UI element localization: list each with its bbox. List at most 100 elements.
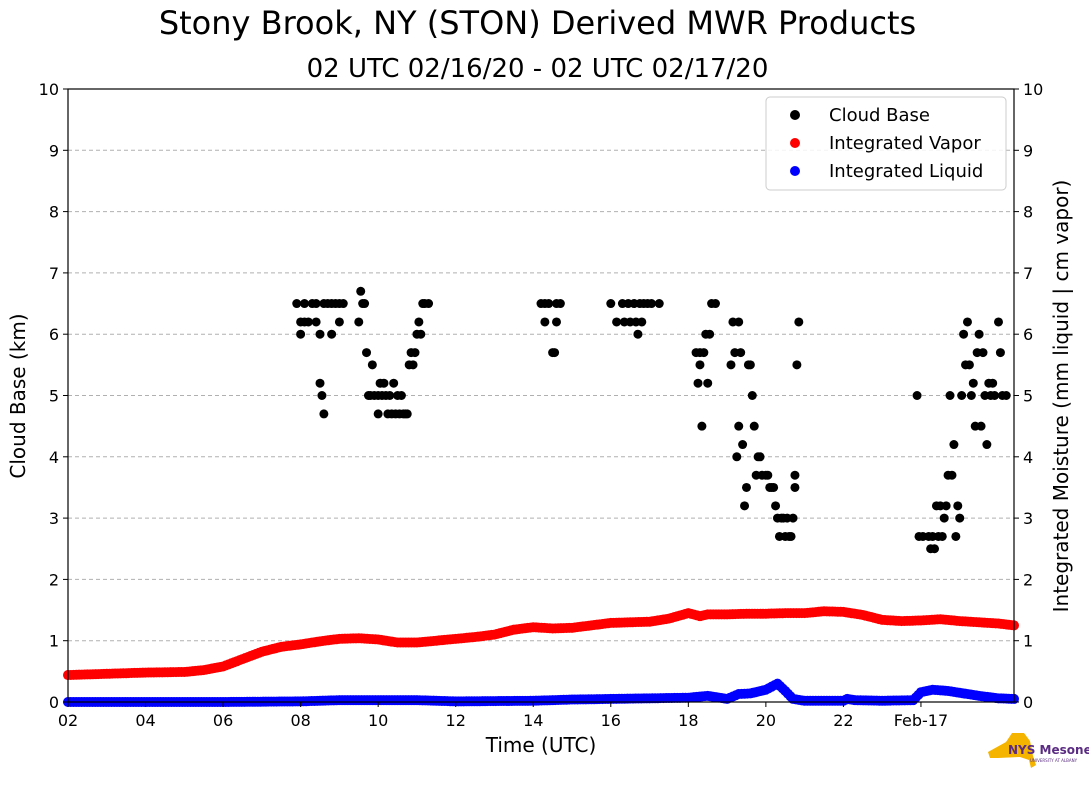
cloud-base-point (740, 501, 750, 511)
cloud-base-point (788, 513, 798, 523)
cloud-base-point (732, 452, 742, 462)
cloud-base-point (408, 360, 418, 370)
cloud-base-point (741, 482, 751, 492)
cloud-base-point (292, 299, 302, 309)
cloud-base-point (699, 348, 709, 358)
cloud-base-point (319, 409, 329, 419)
cloud-base-point (951, 531, 961, 541)
cloud-base-point (794, 317, 804, 327)
cloud-base-point (552, 317, 562, 327)
cloud-base-point (982, 440, 992, 450)
cloud-base-point (317, 391, 327, 400)
y-axis-label-right: Integrated Moisture (mm liquid | cm vapo… (1049, 180, 1073, 613)
cloud-base-point (327, 329, 337, 339)
cloud-base-point (937, 531, 947, 541)
cloud-base-point (606, 299, 616, 309)
x-tick-label: 06 (213, 711, 233, 730)
cloud-base-point (1001, 391, 1011, 400)
cloud-base-point (747, 391, 757, 400)
cloud-base-point (976, 421, 986, 431)
y-tick-label: 9 (49, 141, 59, 160)
cloud-base-point (769, 482, 779, 492)
cloud-base-point (993, 317, 1003, 327)
cloud-base-point (749, 421, 759, 431)
data-layer (63, 286, 1019, 707)
y-tick-label: 2 (49, 570, 59, 589)
x-tick-label: 12 (446, 711, 466, 730)
y-tick-label: 8 (49, 203, 59, 222)
cloud-base-point (612, 317, 622, 327)
legend-label: Integrated Liquid (829, 161, 983, 182)
x-tick-label: 14 (523, 711, 543, 730)
legend-marker (790, 166, 800, 176)
cloud-base-point (955, 513, 965, 523)
legend: Cloud Base Integrated Vapor Integrated Liq… (765, 96, 1007, 191)
y-tick-label: 4 (49, 448, 59, 467)
cloud-base-point (912, 391, 922, 400)
cloud-base-point (947, 470, 957, 480)
cloud-base-point (953, 501, 963, 511)
y-tick-label-right: 1 (1023, 632, 1033, 651)
cloud-base-point (745, 360, 755, 370)
cloud-base-point (362, 348, 372, 358)
legend-label: Integrated Vapor (829, 133, 981, 154)
cloud-base-point (949, 440, 959, 450)
cloud-base-point (959, 329, 969, 339)
y-tick-label: 6 (49, 325, 59, 344)
cloud-base-point (962, 317, 972, 327)
cloud-base-point (736, 348, 746, 358)
x-axis-label: Time (UTC) (485, 733, 597, 757)
cloud-base-point (974, 329, 984, 339)
cloud-base-point (315, 329, 325, 339)
cloud-base-point (315, 378, 325, 388)
x-tick-label: 20 (756, 711, 776, 730)
cloud-base-point (360, 299, 370, 309)
cloud-base-point (637, 317, 647, 327)
y-tick-label-right: 6 (1023, 325, 1033, 344)
x-tick-label: 10 (368, 711, 388, 730)
cloud-base-point (734, 317, 744, 327)
cloud-base-point (414, 317, 424, 327)
cloud-base-point (771, 501, 781, 511)
cloud-base-point (296, 329, 306, 339)
cloud-base-point (734, 421, 744, 431)
x-tick-label: 18 (678, 711, 698, 730)
y-tick-label-right: 7 (1023, 264, 1033, 283)
cloud-base-point (410, 348, 420, 358)
cloud-base-point (300, 299, 309, 309)
cloud-base-point (930, 544, 940, 554)
cloud-base-point (303, 317, 313, 327)
legend-marker (790, 138, 800, 148)
cloud-base-point (555, 299, 565, 309)
y-tick-label: 7 (49, 264, 59, 283)
cloud-base-point (790, 482, 800, 492)
cloud-base-point (705, 329, 715, 339)
cloud-base-point (654, 299, 664, 309)
x-tick-label: 08 (290, 711, 310, 730)
y-tick-label: 10 (39, 80, 59, 99)
grid-layer (68, 149, 1014, 642)
y-axis-label: Cloud Base (km) (6, 313, 30, 478)
x-tick-label: Feb-17 (894, 711, 948, 730)
cloud-base-point (334, 317, 344, 327)
new-york-state-icon (988, 733, 1036, 768)
y-tick-label-right: 5 (1023, 387, 1033, 406)
nys-mesonet-logo: NYS Mesonet UNIVERSITY AT ALBANY (988, 733, 1089, 768)
y-tick-label-right: 4 (1023, 448, 1033, 467)
cloud-base-point (941, 501, 951, 511)
cloud-base-point (373, 409, 383, 419)
cloud-base-point (703, 378, 713, 388)
cloud-base-point (988, 378, 998, 388)
cloud-base-point (990, 391, 1000, 400)
legend-label: Cloud Base (829, 105, 930, 126)
y-tick-label-right: 2 (1023, 570, 1033, 589)
cloud-base-point (738, 440, 748, 450)
cloud-base-point (978, 348, 988, 358)
cloud-base-point (790, 470, 800, 480)
cloud-base-point (633, 329, 643, 339)
cloud-base-point (939, 513, 949, 523)
y-tick-label-right: 0 (1023, 693, 1033, 712)
cloud-base-point (354, 317, 364, 327)
cloud-base-point (356, 286, 366, 296)
cloud-base-point (379, 378, 389, 388)
